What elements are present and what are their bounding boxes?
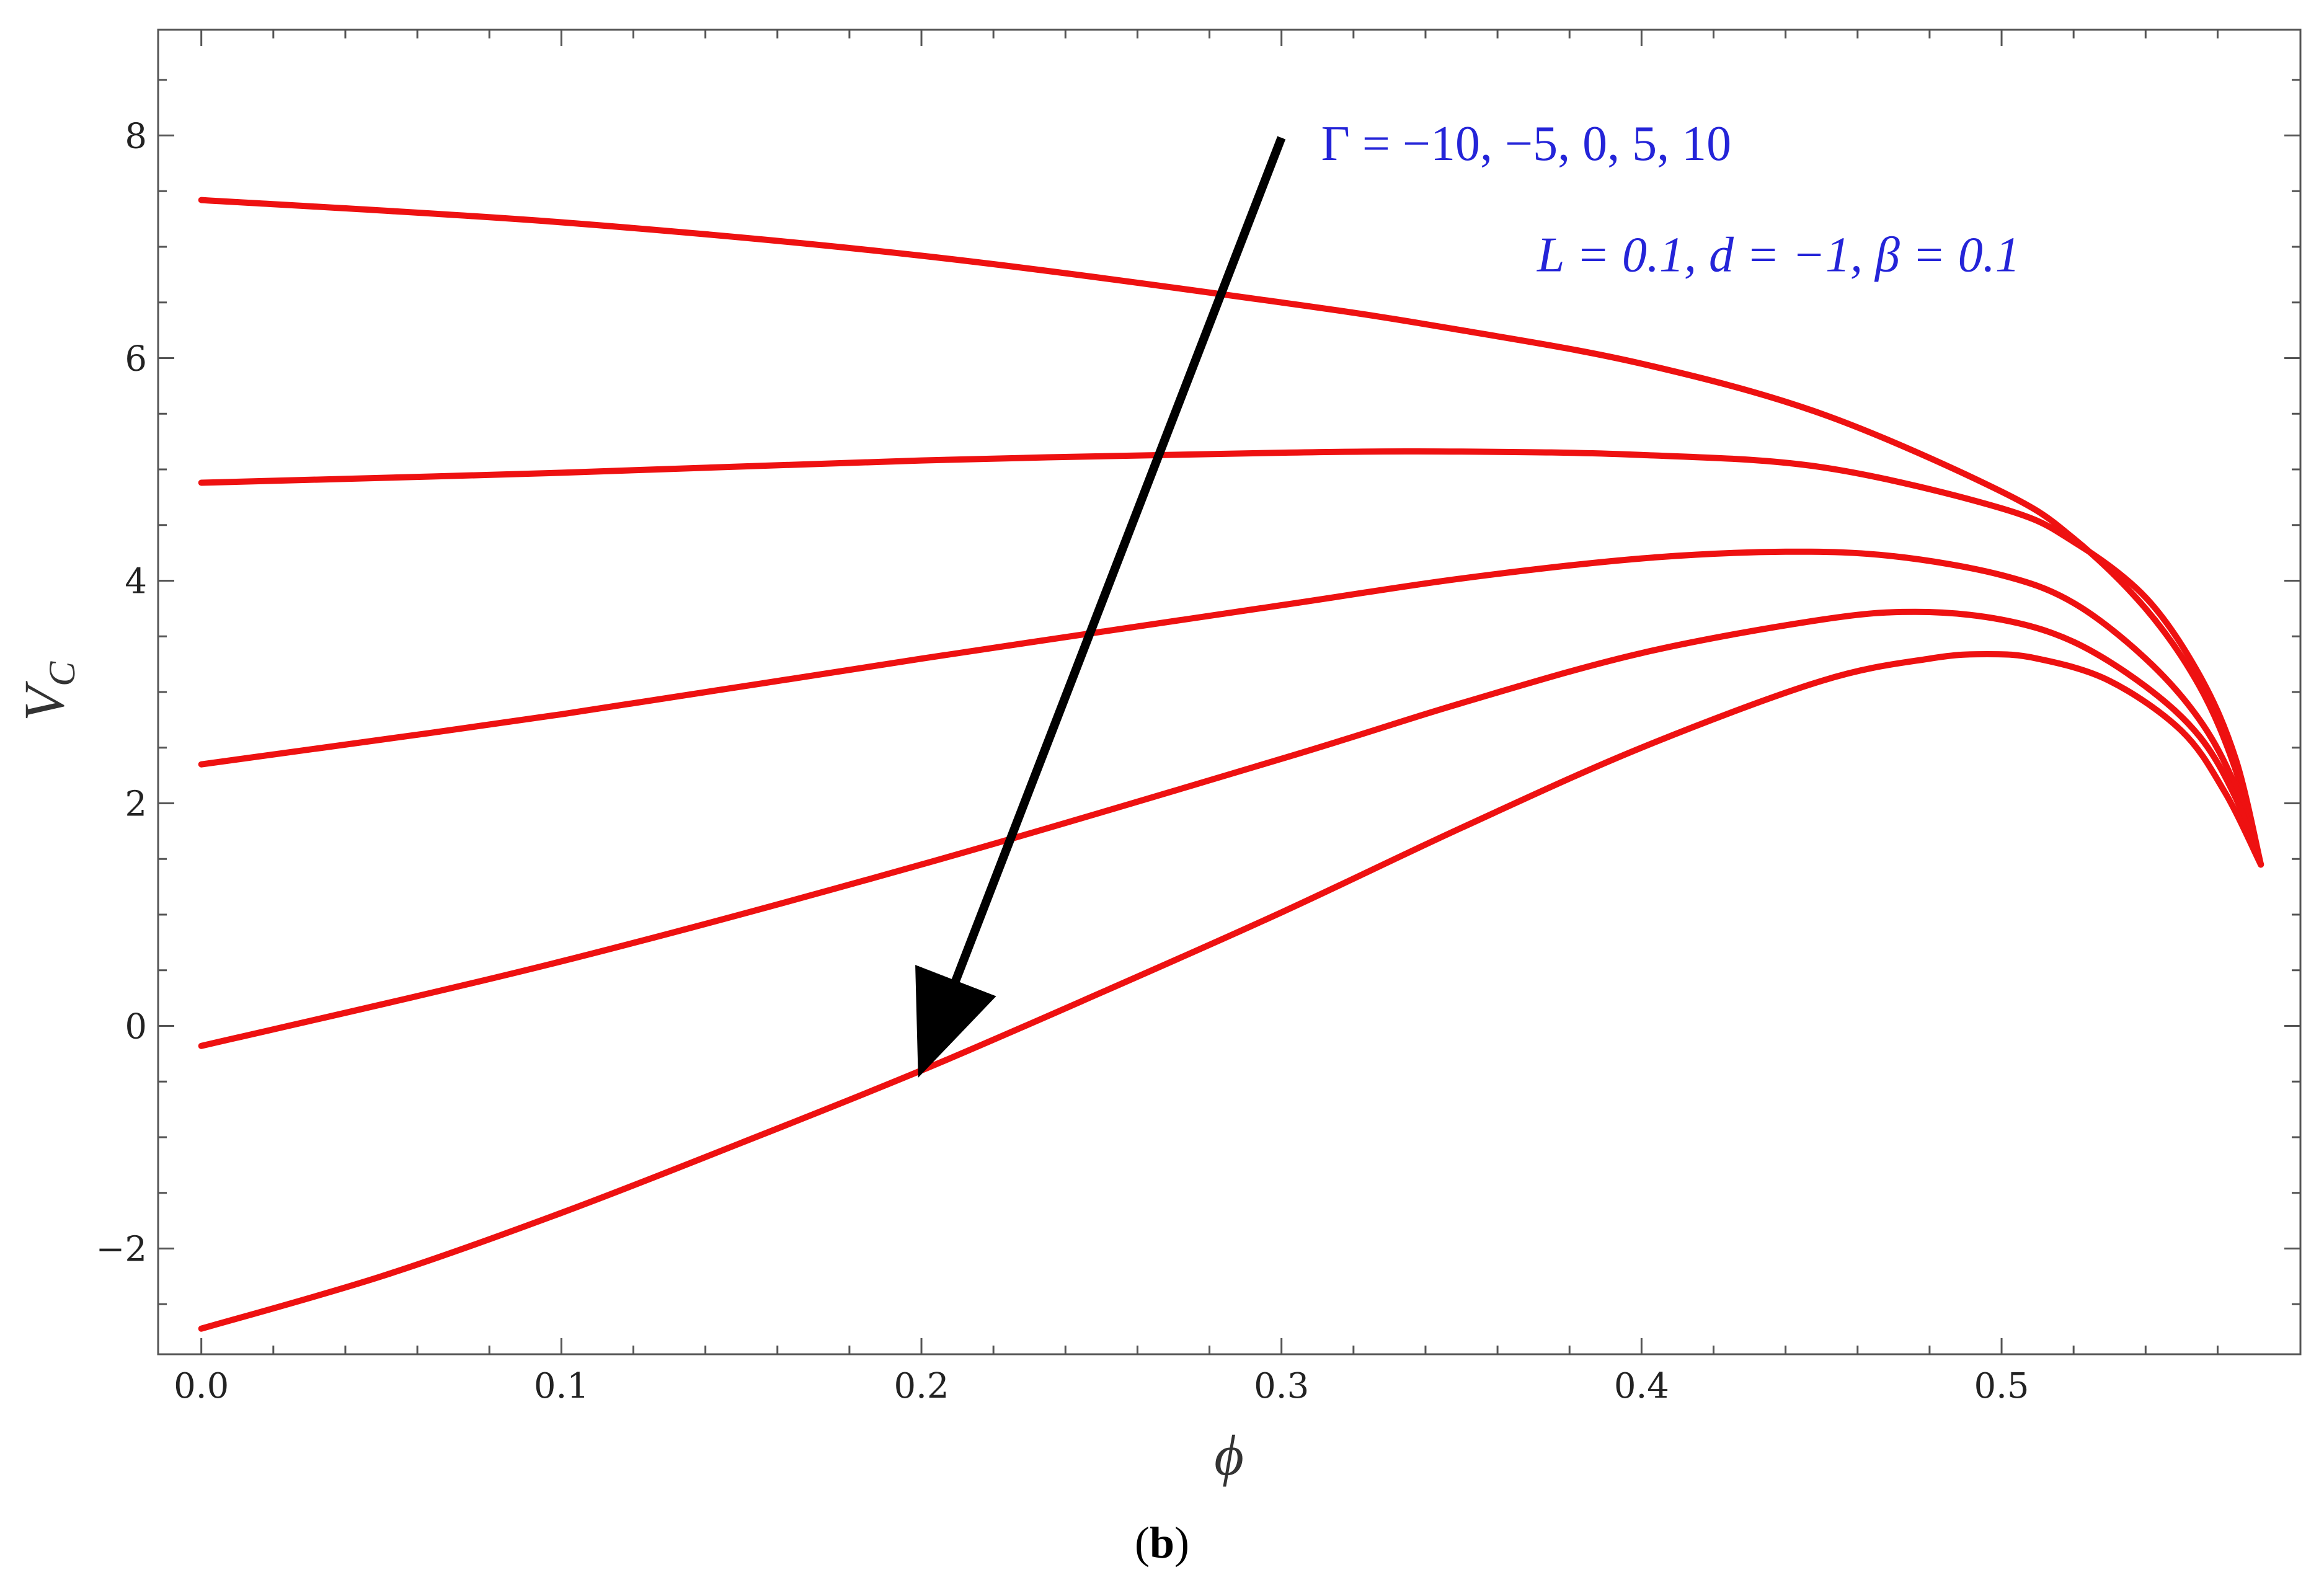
svg-text:VC: VC [12,661,82,721]
y-tick-label: 6 [125,339,147,379]
annotation-parameters: L = 0.1, d = −1, β = 0.1 [1537,228,2020,283]
x-axis-ticks: 0.0 0.1 0.2 0.3 0.4 0.5 [174,30,2219,1406]
trend-arrow [915,136,1286,1078]
y-axis-label: VC [12,661,82,721]
y-tick-label: 2 [125,784,147,824]
x-tick-label: 0.5 [1974,1366,2029,1406]
series-line-5 [198,651,2264,1332]
series-line-2 [198,448,2264,868]
x-tick-label: 0.3 [1254,1366,1309,1406]
x-tick-label: 0.1 [534,1366,589,1406]
x-tick-label: 0.2 [894,1366,949,1406]
x-tick-label: 0.0 [174,1366,229,1406]
y-axis-label-subscript: C [42,661,82,686]
trend-arrow-group [915,136,1286,1078]
y-axis-ticks: −2 0 2 4 6 8 [95,79,2300,1305]
figure-caption: (b) [1135,1518,1189,1568]
y-tick-label: 8 [125,117,147,157]
y-axis-label-main: V [12,680,76,721]
series-line-1 [198,197,2264,868]
series-line-3 [198,548,2264,868]
y-tick-label: 0 [125,1006,147,1047]
x-axis-label: ϕ [1214,1424,1244,1487]
annotation-gamma-values: Γ = −10, −5, 0, 5, 10 [1321,117,1732,171]
series-line-4 [198,608,2264,1049]
x-tick-label: 0.4 [1614,1366,1669,1406]
series-group [198,197,2264,1332]
y-tick-label: −2 [95,1229,147,1269]
y-tick-label: 4 [125,562,147,602]
